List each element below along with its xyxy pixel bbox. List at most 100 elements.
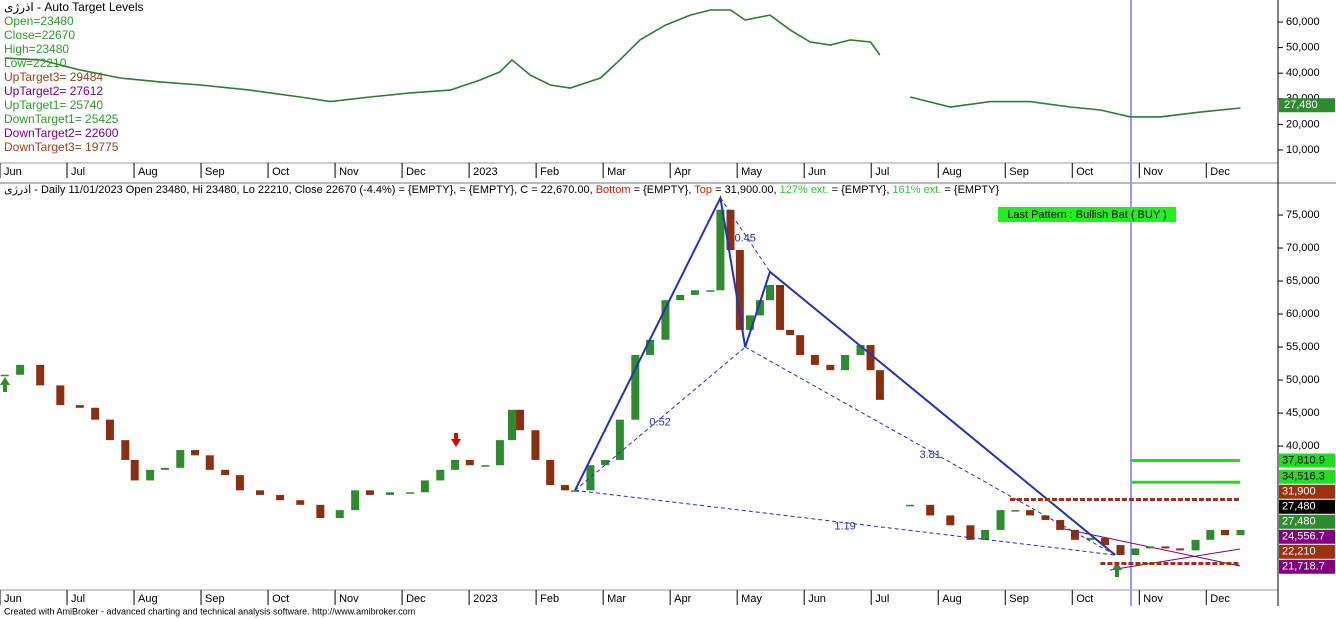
x-tick-label: Aug	[138, 166, 158, 178]
candle	[91, 407, 100, 420]
legend-line: UpTarget3= 29484	[4, 70, 103, 84]
x-tick-label: Oct	[272, 166, 289, 178]
candle	[495, 440, 504, 466]
price-label: 27,480	[1284, 99, 1318, 111]
candle	[1011, 510, 1020, 512]
candle	[546, 459, 555, 486]
y-tick-label: 50,000	[1286, 374, 1320, 386]
header-part: = {EMPTY}	[941, 184, 999, 196]
candle	[1206, 529, 1215, 540]
candle	[1221, 529, 1230, 536]
price-label: 27,480	[1282, 501, 1316, 513]
candle	[766, 284, 775, 301]
header-part: Top	[694, 184, 712, 196]
x-tick-label: Sep	[1009, 166, 1029, 178]
candle	[906, 504, 915, 507]
candle	[1191, 539, 1200, 551]
price-label: 34,516.3	[1282, 471, 1325, 483]
candle	[1056, 520, 1065, 530]
candle	[1070, 529, 1079, 540]
candle	[160, 467, 169, 470]
candle	[406, 492, 415, 494]
legend-line: Low=22210	[4, 56, 67, 70]
x-tick-label: Feb	[540, 166, 559, 178]
y-tick-label: 50,000	[1286, 42, 1320, 54]
candle	[16, 364, 25, 375]
x-tick-label: Jul	[71, 166, 85, 178]
candle	[946, 515, 955, 526]
candle	[296, 500, 305, 505]
x-tick-label: Mar	[607, 593, 626, 605]
price-label-box	[1279, 544, 1335, 559]
candle	[1145, 546, 1154, 549]
x-tick-label: Jul	[875, 593, 889, 605]
x-tick-label: Dec	[406, 166, 426, 178]
price-label: 27,480	[1282, 516, 1316, 528]
pattern-ratio: 0.45	[735, 233, 756, 245]
x-tick-label: Nov	[339, 593, 359, 605]
legend-line: DownTarget1= 25425	[4, 112, 119, 126]
pattern-ratio-line	[574, 346, 746, 491]
header-part: Bottom	[596, 184, 631, 196]
x-tick-label: Nov	[339, 166, 359, 178]
candle	[36, 364, 45, 386]
candle	[1131, 548, 1140, 556]
header-part: 127% ext.	[780, 184, 829, 196]
y-tick-label: 40,000	[1286, 67, 1320, 79]
x-tick-label: Apr	[674, 593, 691, 605]
x-tick-label: Feb	[540, 593, 559, 605]
candle	[560, 485, 569, 491]
y-tick-label: 60,000	[1286, 16, 1320, 28]
candle	[826, 364, 835, 371]
candle	[646, 339, 655, 355]
price-label-box	[1279, 98, 1335, 113]
footer: Created with AmiBroker - advanced charti…	[4, 606, 415, 616]
y-tick-label: 20,000	[1286, 118, 1320, 130]
candle	[1101, 537, 1110, 546]
candle	[745, 315, 754, 330]
x-tick-label: Jun	[808, 593, 826, 605]
header-part: = {EMPTY},	[829, 184, 893, 196]
candle	[810, 354, 819, 365]
price-label: 21,718.7	[1282, 561, 1325, 573]
candle	[481, 465, 490, 467]
x-tick-label: Dec	[1210, 166, 1230, 178]
trend-line	[1109, 548, 1241, 571]
candle	[420, 480, 429, 493]
candle	[235, 475, 244, 491]
candle	[1041, 515, 1050, 521]
candle	[1236, 529, 1245, 536]
candle	[121, 440, 130, 460]
x-tick-label: 2023	[473, 593, 497, 605]
price-label-box	[1279, 484, 1335, 499]
price-label-box	[1279, 469, 1335, 484]
price-label: 24,556.7	[1282, 531, 1325, 543]
x-tick-label: 2023	[473, 166, 497, 178]
candle	[451, 459, 460, 470]
candle	[205, 455, 214, 470]
header-part: اذرژی - Daily 11/01/2023 Open 23480, Hi …	[4, 184, 596, 196]
candle	[856, 345, 865, 355]
legend-line: DownTarget3= 19775	[4, 140, 119, 154]
y-tick-label: 70,000	[1286, 242, 1320, 254]
signal-box	[998, 207, 1176, 222]
pattern-ratio-line	[720, 197, 771, 273]
x-tick-label: Oct	[272, 593, 289, 605]
pattern-ratio: 1.19	[834, 521, 855, 533]
candle	[351, 490, 360, 511]
candle	[570, 490, 579, 492]
candle	[531, 430, 540, 460]
candle	[966, 525, 975, 540]
price-label-box	[1279, 559, 1335, 574]
pane-title: اذرژی - Auto Target Levels	[4, 0, 144, 15]
candle	[755, 300, 764, 316]
x-tick-label: Apr	[674, 166, 691, 178]
y-tick-label: 75,000	[1286, 209, 1320, 221]
candle	[56, 385, 65, 406]
price-label: 31,900	[1282, 486, 1316, 498]
x-tick-label: Jun	[4, 166, 22, 178]
x-tick-label: Sep	[1009, 593, 1029, 605]
candle	[796, 335, 805, 355]
candle	[256, 490, 265, 495]
